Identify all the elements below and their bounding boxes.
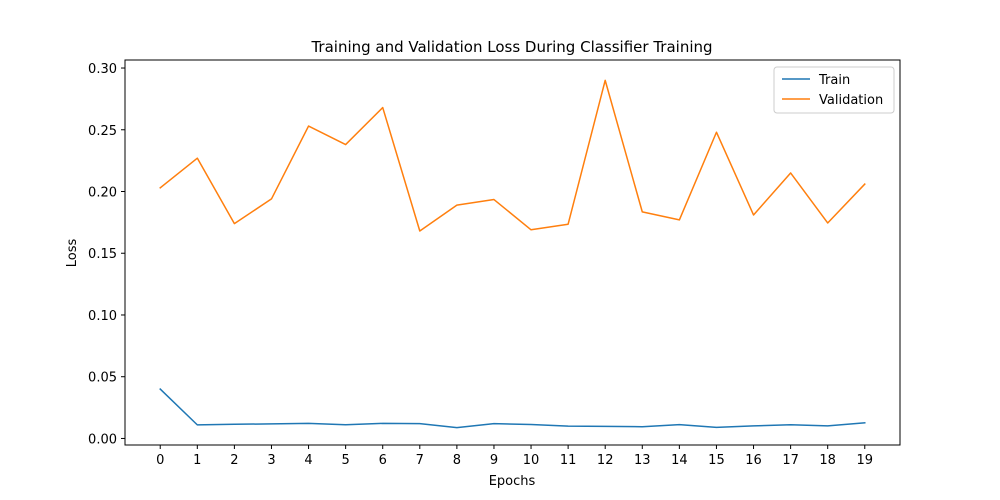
x-tick-label: 12	[597, 453, 614, 468]
x-axis-label: Epochs	[489, 474, 536, 489]
x-tick-label: 9	[490, 453, 498, 468]
x-tick-label: 6	[379, 453, 387, 468]
y-tick-label: 0.15	[88, 247, 117, 262]
y-tick-label: 0.25	[88, 124, 117, 139]
x-tick-label: 8	[453, 453, 461, 468]
x-tick-label: 2	[230, 453, 238, 468]
x-tick-label: 0	[156, 453, 164, 468]
x-tick-label: 13	[634, 453, 651, 468]
x-tick-label: 14	[671, 453, 688, 468]
x-tick-label: 18	[819, 453, 836, 468]
y-tick-label: 0.10	[88, 309, 117, 324]
chart-title: Training and Validation Loss During Clas…	[310, 38, 712, 56]
x-tick-label: 3	[267, 453, 275, 468]
x-tick-label: 7	[416, 453, 424, 468]
y-tick-label: 0.00	[88, 432, 117, 447]
y-axis-label: Loss	[65, 239, 80, 268]
legend-label-validation: Validation	[819, 93, 883, 108]
x-tick-label: 5	[341, 453, 349, 468]
x-tick-label: 16	[745, 453, 762, 468]
series-line-validation	[159, 79, 866, 232]
x-tick-label: 4	[304, 453, 312, 468]
legend-label-train: Train	[818, 73, 850, 88]
y-tick-label: 0.20	[88, 186, 117, 201]
x-tick-label: 15	[708, 453, 725, 468]
plot-lines	[159, 79, 866, 429]
x-tick-label: 19	[856, 453, 873, 468]
x-axis-ticks: 0 1 2 3 4 5 6 7 8 9 10 11 12 13 14 15 16 17 18 19	[156, 445, 873, 468]
y-tick-label: 0.30	[88, 62, 117, 77]
y-axis-ticks: 0.00 0.05 0.10 0.15 0.20 0.25 0.30	[88, 62, 125, 447]
x-tick-label: 1	[193, 453, 201, 468]
x-tick-label: 11	[560, 453, 577, 468]
x-tick-label: 17	[782, 453, 799, 468]
y-tick-label: 0.05	[88, 371, 117, 386]
plot-frame	[124, 59, 901, 446]
x-tick-label: 10	[523, 453, 540, 468]
series-line-train	[159, 388, 866, 429]
legend: Train Validation	[773, 66, 895, 114]
